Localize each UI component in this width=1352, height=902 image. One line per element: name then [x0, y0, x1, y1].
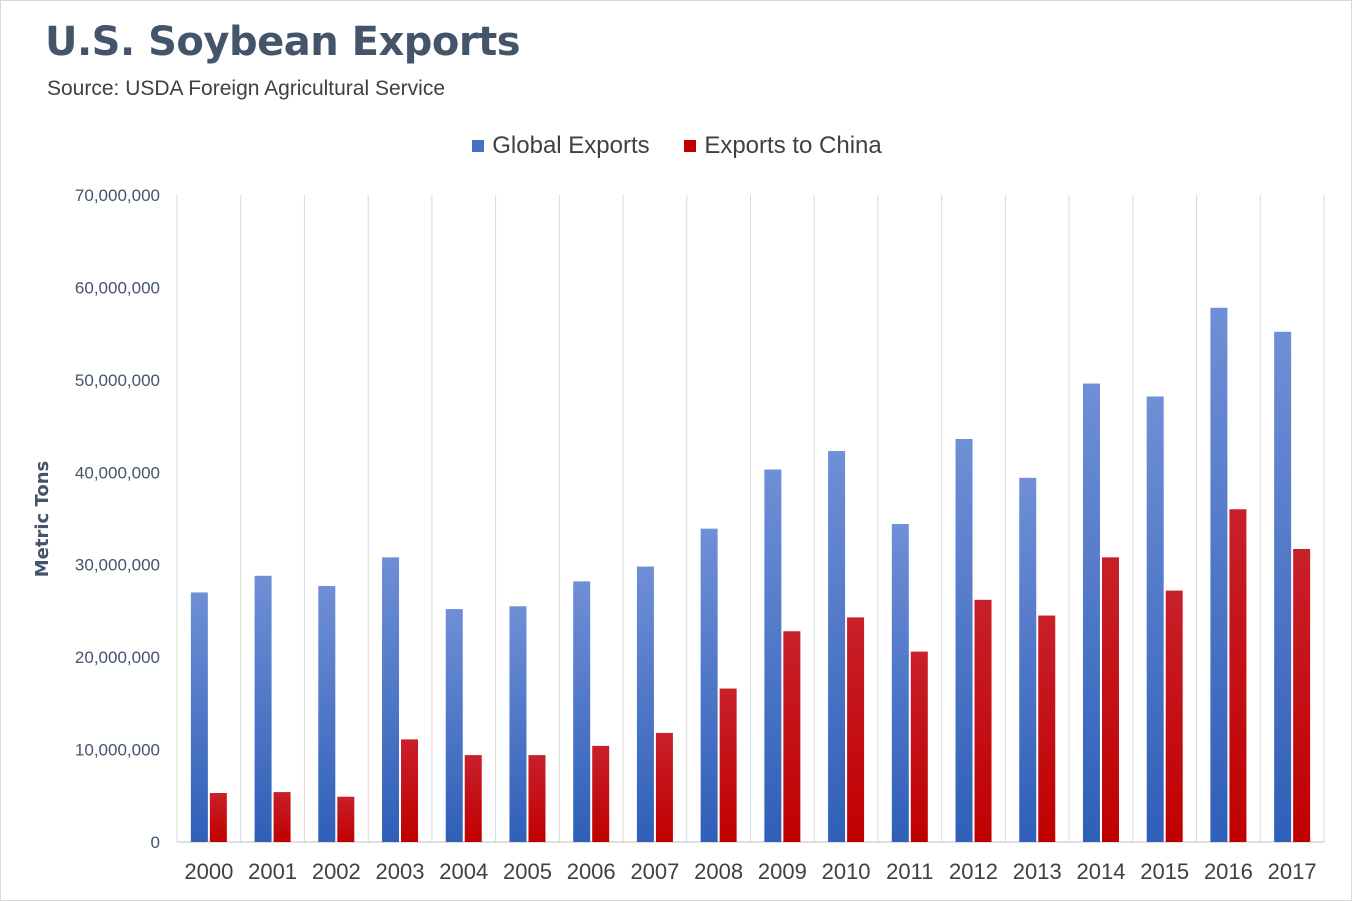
x-tick-label: 2012 — [949, 859, 998, 884]
bar-exports-to-china — [1229, 509, 1247, 842]
bar-global-exports — [828, 451, 846, 842]
bar-exports-to-china — [273, 792, 291, 842]
bar-exports-to-china — [655, 732, 673, 842]
x-tick-label: 2001 — [248, 859, 297, 884]
bar-exports-to-china — [528, 755, 546, 842]
bar-global-exports — [764, 469, 782, 842]
chart-title: U.S. Soybean Exports — [45, 19, 521, 65]
bar-exports-to-china — [974, 599, 992, 842]
bar-exports-to-china — [1293, 549, 1311, 842]
x-tick-label: 2007 — [630, 859, 679, 884]
x-tick-label: 2011 — [886, 859, 933, 884]
grid — [176, 195, 1325, 843]
legend-item-china: Exports to China — [684, 132, 882, 160]
bar-global-exports — [254, 575, 272, 842]
bar-global-exports — [700, 528, 718, 842]
x-tick-label: 2016 — [1204, 859, 1253, 884]
chart-subtitle: Source: USDA Foreign Agricultural Servic… — [47, 77, 446, 100]
x-tick-label: 2006 — [567, 859, 616, 884]
bar-exports-to-china — [1101, 557, 1119, 842]
legend-item-global: Global Exports — [472, 132, 650, 160]
x-tick-label: 2005 — [503, 859, 552, 884]
y-tick-label: 0 — [151, 833, 160, 852]
x-ticks: 2000 2001 2002 2003 2004 2005 2006 2007 2008 2009… — [184, 859, 1316, 884]
x-tick-label: 2015 — [1140, 859, 1189, 884]
y-tick-label: 60,000,000 — [75, 278, 160, 297]
bar-global-exports — [382, 557, 400, 842]
bars — [190, 307, 1311, 843]
y-tick-label: 40,000,000 — [75, 463, 160, 482]
bar-global-exports — [445, 609, 463, 842]
legend-swatch-china — [684, 140, 697, 152]
bar-global-exports — [190, 592, 208, 842]
bar-exports-to-china — [847, 617, 865, 842]
bar-exports-to-china — [337, 796, 355, 842]
y-tick-label: 50,000,000 — [75, 371, 160, 390]
x-tick-label: 2013 — [1013, 859, 1062, 884]
bar-exports-to-china — [209, 793, 227, 842]
legend-swatch-global — [472, 140, 485, 152]
bar-global-exports — [509, 606, 527, 842]
bar-global-exports — [1082, 383, 1100, 842]
bar-global-exports — [1019, 477, 1037, 842]
bar-exports-to-china — [783, 631, 801, 842]
bar-global-exports — [1146, 396, 1164, 842]
x-tick-label: 2003 — [376, 859, 425, 884]
bar-exports-to-china — [464, 755, 482, 842]
bar-exports-to-china — [1165, 590, 1183, 842]
bar-global-exports — [1210, 307, 1228, 843]
bar-exports-to-china — [592, 745, 610, 842]
bar-global-exports — [573, 581, 591, 842]
x-tick-label: 2017 — [1268, 859, 1317, 884]
y-tick-label: 30,000,000 — [75, 556, 160, 575]
bar-global-exports — [636, 566, 654, 842]
y-tick-label: 20,000,000 — [75, 648, 160, 667]
bar-global-exports — [1274, 331, 1292, 842]
bar-global-exports — [891, 524, 909, 842]
x-tick-label: 2010 — [822, 859, 871, 884]
bar-global-exports — [318, 585, 336, 842]
x-tick-label: 2000 — [184, 859, 233, 884]
y-tick-label: 70,000,000 — [75, 186, 160, 205]
y-ticks: 0 10,000,000 20,000,000 30,000,000 40,000,00… — [75, 186, 160, 852]
legend-label-global: Global Exports — [492, 132, 650, 159]
bar-exports-to-china — [910, 651, 928, 842]
x-tick-label: 2008 — [694, 859, 743, 884]
x-tick-label: 2009 — [758, 859, 807, 884]
legend: Global Exports Exports to China — [1, 131, 1352, 160]
y-axis-label: Metric Tons — [32, 461, 53, 578]
x-tick-label: 2004 — [439, 859, 488, 884]
y-tick-label: 10,000,000 — [75, 741, 160, 760]
x-tick-label: 2014 — [1076, 859, 1125, 884]
bar-global-exports — [955, 439, 973, 842]
legend-label-china: Exports to China — [704, 132, 882, 159]
bar-exports-to-china — [401, 739, 419, 842]
x-tick-label: 2002 — [312, 859, 361, 884]
bar-exports-to-china — [719, 688, 737, 842]
bar-exports-to-china — [1038, 615, 1056, 842]
